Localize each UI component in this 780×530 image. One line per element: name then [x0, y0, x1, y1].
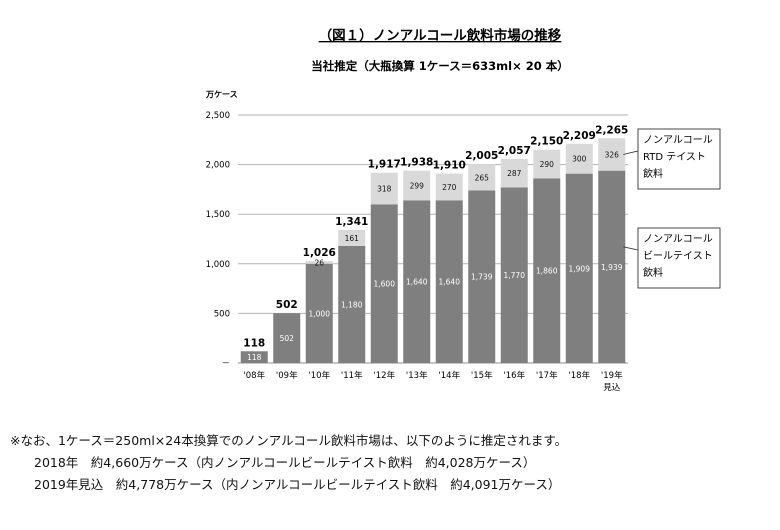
x-tick-label: '16年	[503, 370, 525, 381]
bar-beer-taste	[598, 170, 626, 363]
bar-label-beer-taste: 1,000	[309, 309, 331, 318]
bar-beer-taste	[403, 200, 431, 363]
y-axis-unit-label: 万ケース	[205, 90, 238, 99]
bar-rtd-taste	[305, 261, 333, 264]
bar-label-beer-taste: 118	[247, 353, 262, 362]
bar-beer-taste	[370, 204, 398, 363]
bar-label-rtd-taste: 270	[442, 183, 457, 192]
bar-label-rtd-taste: 265	[475, 173, 490, 182]
bar-label-beer-taste: 502	[280, 334, 295, 343]
bar-rtd-taste	[370, 172, 398, 205]
bar-total-label: 2,150	[530, 136, 563, 148]
legend-label: 飲料	[643, 167, 663, 180]
y-tick-label: 2,000	[206, 161, 230, 171]
footnote-line: 2018年 約4,660万ケース（内ノンアルコールビールテイスト飲料 約4,02…	[34, 455, 536, 470]
bar-total-label: 2,265	[595, 124, 628, 136]
bar-beer-taste	[338, 245, 366, 363]
footnotes: ※なお、1ケース＝250ml×24本換算でのノンアルコール飲料市場は、以下のよう…	[10, 430, 770, 496]
y-tick-label: 1,000	[206, 260, 230, 270]
bar-rtd-taste	[598, 138, 626, 171]
chart-subtitle: 当社推定（大瓶換算 1ケース＝633ml× 20 本）	[311, 59, 569, 73]
bar-rtd-taste	[565, 143, 593, 174]
y-tick-label: 500	[214, 309, 230, 319]
x-tick-label: '10年	[308, 370, 330, 381]
bar-label-rtd-taste: 299	[410, 181, 425, 190]
bar-total-label: 1,341	[335, 216, 368, 228]
bar-total-label: 118	[243, 337, 265, 349]
bar-total-label: 1,026	[303, 247, 336, 259]
bar-beer-taste	[565, 173, 593, 363]
bar-beer-taste	[435, 200, 463, 363]
bar-total-label: 2,209	[563, 130, 596, 142]
y-tick-label: 1,500	[206, 210, 230, 220]
bar-beer-taste	[468, 190, 496, 363]
bar-total-label: 1,910	[433, 160, 466, 172]
bar-label-beer-taste: 1,600	[374, 280, 396, 289]
bar-rtd-taste	[500, 158, 528, 188]
legend-box	[637, 128, 721, 190]
x-tick-label: '14年	[438, 370, 460, 381]
bar-label-beer-taste: 1,939	[601, 263, 623, 272]
bar-beer-taste	[240, 351, 268, 363]
bar-beer-taste	[500, 187, 528, 363]
bar-label-rtd-taste: 326	[605, 150, 620, 159]
x-tick-label: '13年	[406, 370, 428, 381]
bar-label-rtd-taste: 290	[540, 160, 555, 169]
bar-label-rtd-taste: 161	[345, 234, 360, 243]
bar-beer-taste	[305, 263, 333, 363]
legend-leader-line	[623, 246, 639, 251]
x-tick-label: '09年	[276, 370, 298, 381]
bar-label-beer-taste: 1,770	[504, 271, 526, 280]
x-tick-label: '15年	[471, 370, 493, 381]
bar-label-rtd-taste: 318	[377, 185, 392, 194]
legend-box	[637, 227, 721, 289]
bar-rtd-taste	[403, 170, 431, 201]
legend-label: ビールテイスト	[643, 250, 713, 262]
bar-label-beer-taste: 1,909	[569, 264, 591, 273]
bar-label-rtd-taste: 300	[572, 155, 587, 164]
bar-rtd-taste	[533, 149, 561, 179]
x-tick-label: '08年	[243, 370, 265, 381]
bar-total-label: 1,938	[400, 157, 433, 169]
legend-label: ノンアルコール	[643, 234, 713, 245]
x-tick-label: '18年	[568, 370, 590, 381]
y-tick-label: －	[221, 359, 230, 369]
bar-total-label: 2,057	[498, 145, 531, 157]
bar-label-beer-taste: 1,860	[536, 267, 558, 276]
bar-label-rtd-taste: 287	[507, 169, 522, 178]
footnote-line: ※なお、1ケース＝250ml×24本換算でのノンアルコール飲料市場は、以下のよう…	[10, 433, 568, 448]
bar-label-rtd-taste: 26	[314, 259, 324, 268]
bar-total-label: 502	[276, 299, 298, 311]
bar-total-label: 1,917	[368, 159, 401, 171]
bar-label-beer-taste: 1,180	[341, 300, 363, 309]
x-tick-label: '17年	[536, 370, 558, 381]
x-tick-label: '12年	[373, 370, 395, 381]
x-tick-label: '11年	[341, 370, 363, 381]
x-tick-label-line2: 見込	[603, 382, 621, 393]
bar-rtd-taste	[435, 173, 463, 201]
legend-label: 飲料	[643, 266, 663, 279]
legend-leader-line	[623, 150, 639, 155]
y-tick-label: 2,500	[206, 111, 230, 121]
legend-label: RTD テイスト	[643, 152, 706, 163]
legend-label: ノンアルコール	[643, 135, 713, 146]
bar-beer-taste	[273, 313, 301, 363]
bar-label-beer-taste: 1,640	[439, 278, 461, 287]
bar-rtd-taste	[468, 164, 496, 191]
bar-label-beer-taste: 1,640	[406, 278, 428, 287]
bar-total-label: 2,005	[465, 150, 498, 162]
bar-label-beer-taste: 1,739	[471, 273, 493, 282]
footnote-line: 2019年見込 約4,778万ケース（内ノンアルコールビールテイスト飲料 約4,…	[34, 477, 561, 492]
chart-title: （図１）ノンアルコール飲料市場の推移	[319, 27, 562, 44]
chart: （図１）ノンアルコール飲料市場の推移 当社推定（大瓶換算 1ケース＝633ml×…	[205, 27, 721, 393]
bar-rtd-taste	[338, 229, 366, 246]
x-tick-label: '19年	[601, 370, 623, 381]
bar-beer-taste	[533, 178, 561, 363]
